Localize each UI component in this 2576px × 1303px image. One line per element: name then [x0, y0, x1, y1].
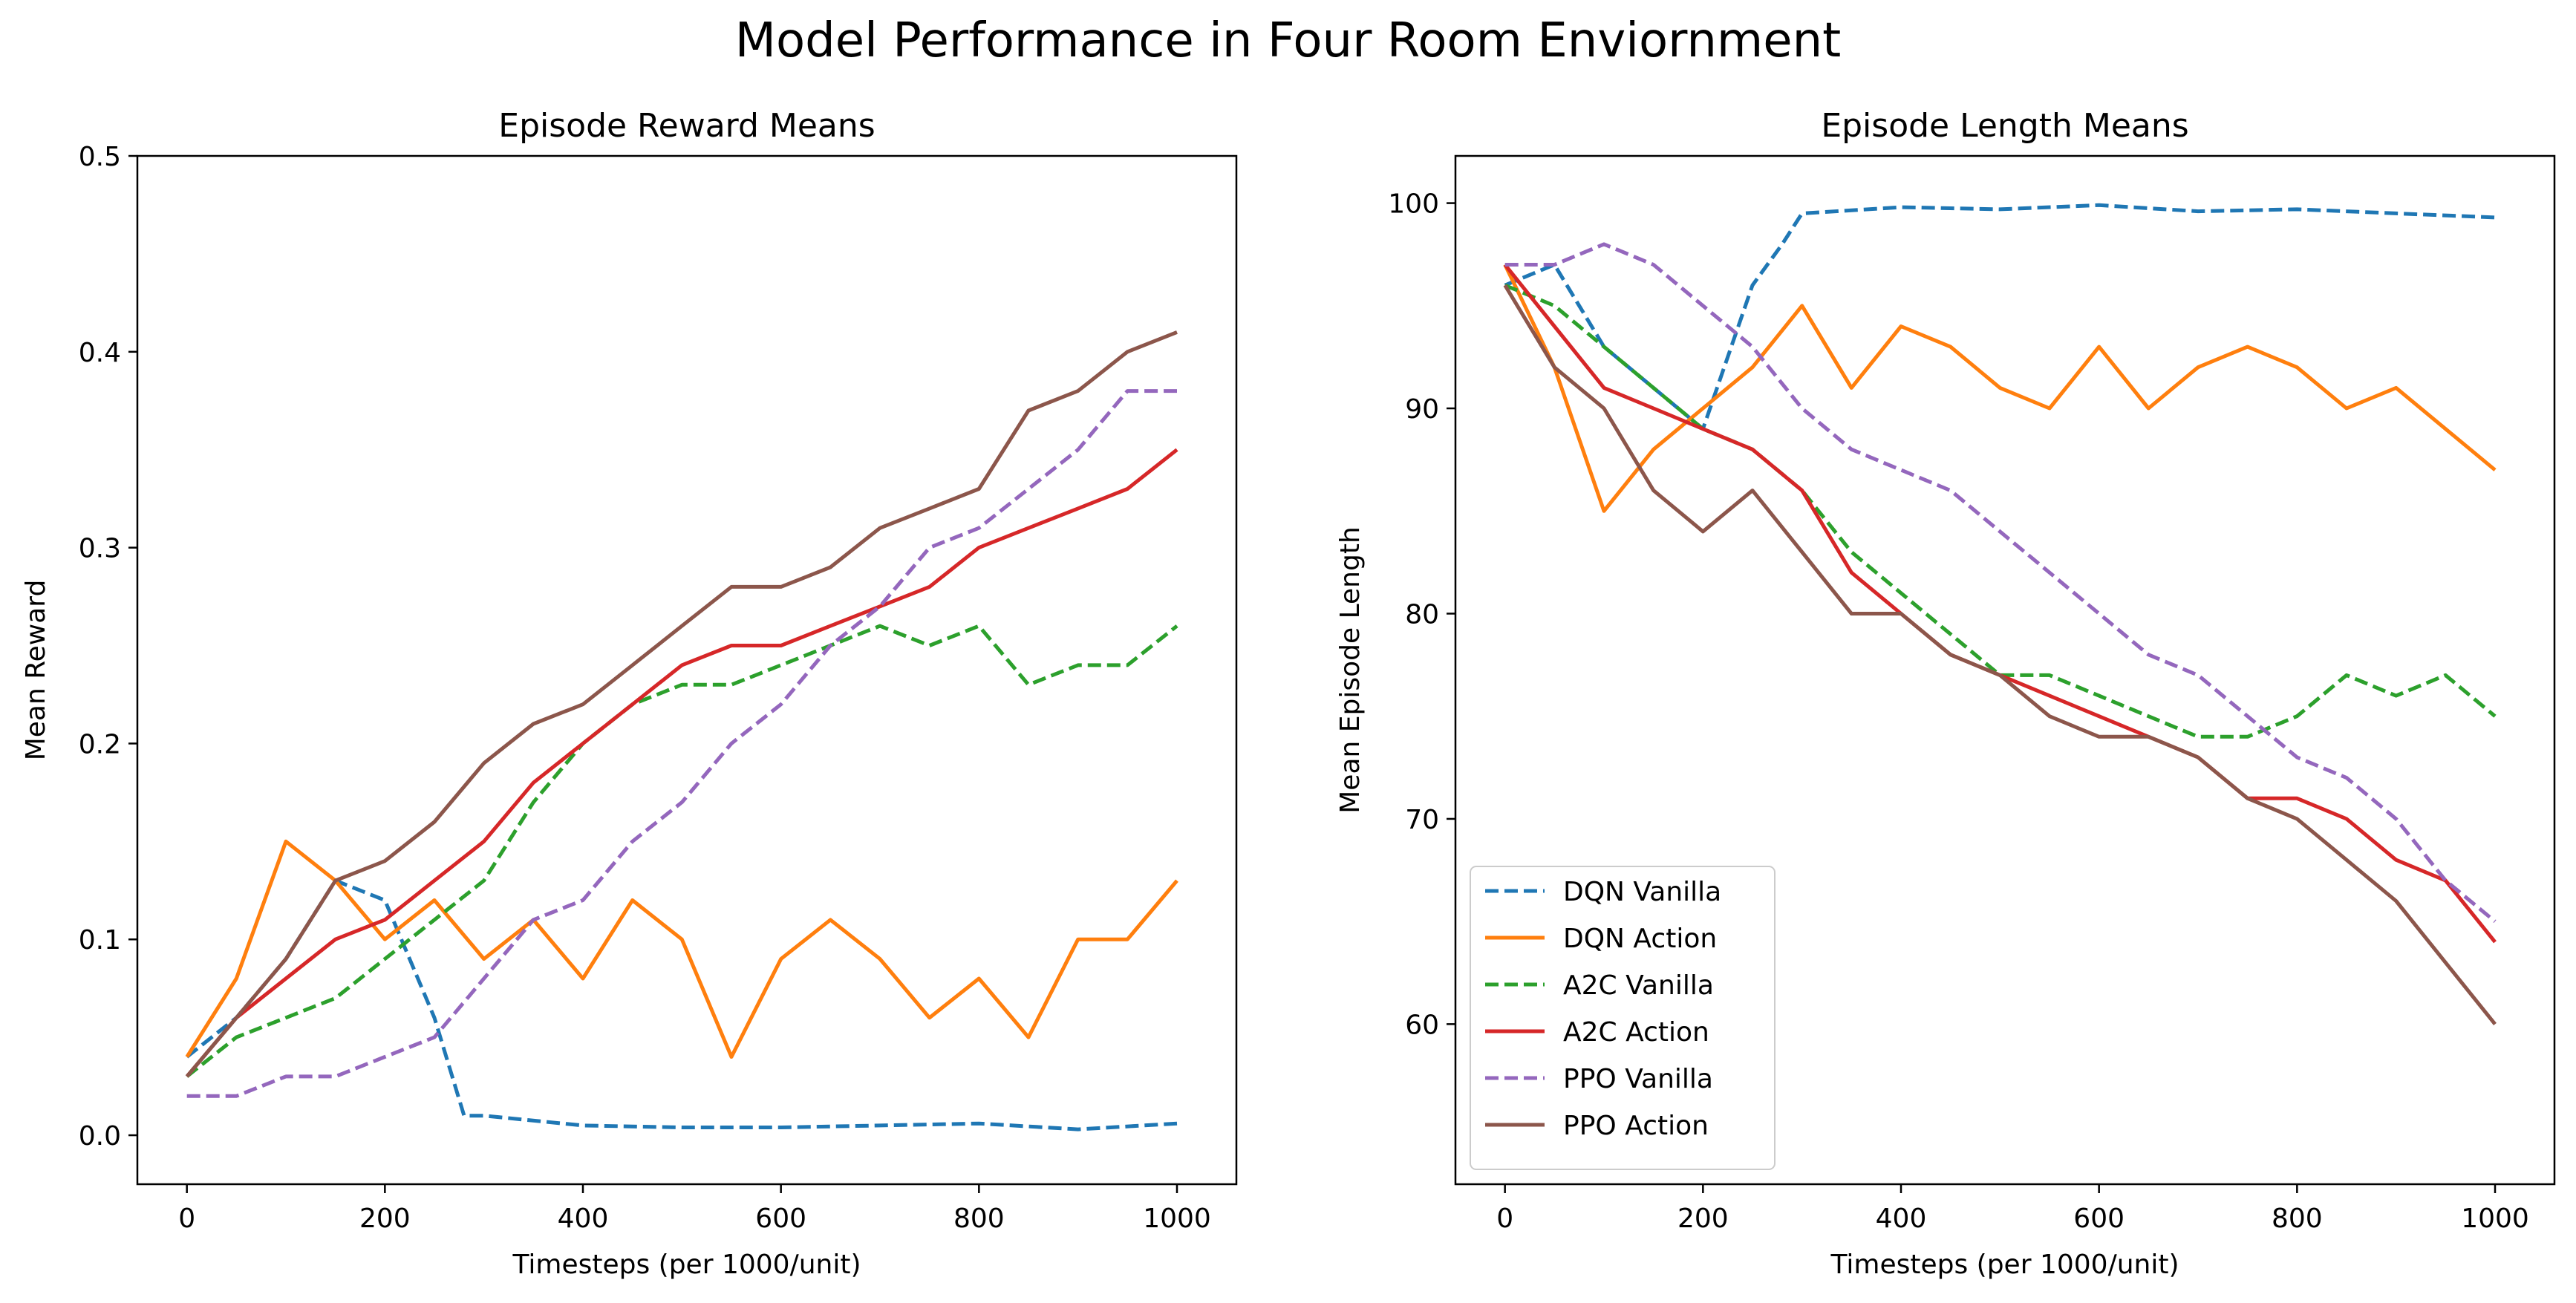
chart-2-legend-label-6: PPO Action — [1563, 1111, 1709, 1141]
chart-1-xtick-label: 600 — [755, 1204, 806, 1234]
chart-2-xtick-label: 0 — [1496, 1204, 1513, 1234]
chart-2-ytick-label: 90 — [1405, 394, 1439, 425]
chart-2-legend-label-3: A2C Vanilla — [1563, 970, 1714, 1001]
chart-2-axes-frame — [1454, 154, 2556, 1186]
chart-1-ytick-label: 0.4 — [79, 338, 121, 368]
chart-2-series-line-5 — [1504, 242, 2497, 924]
chart-2-legend-label-5: PPO Vanilla — [1563, 1064, 1713, 1094]
chart-1-series-line-1 — [186, 878, 1178, 1131]
chart-2-series-line-3 — [1504, 283, 2497, 739]
chart-1-axes-frame — [136, 154, 1238, 1186]
chart-2-ytick-label: 60 — [1405, 1010, 1439, 1040]
chart-1-title: Episode Reward Means — [498, 107, 875, 145]
chart-2-series-line-1 — [1504, 203, 2496, 431]
chart-1-series-line-4 — [185, 448, 1178, 1078]
chart-1-xlabel: Timesteps (per 1000/unit) — [512, 1250, 861, 1280]
chart-1-ytick-label: 0.5 — [79, 142, 121, 172]
chart-2-xtick-label: 800 — [2272, 1204, 2323, 1234]
chart-2-legend: DQN Vanilla DQN Action A2C Vanilla A2C Acti… — [1470, 866, 1776, 1170]
chart-2-xtick-label: 600 — [2073, 1204, 2125, 1234]
chart-2-series-group — [1503, 203, 2497, 1025]
chart-1-series-group — [185, 330, 1178, 1131]
chart-1-series-line-3 — [186, 624, 1178, 1078]
chart-1-series-line-6 — [185, 330, 1178, 1078]
chart-1: 0 200 400 600 800 1000 0.0 0.1 0.2 0.3 0.4 0.5 Episo… — [21, 107, 1238, 1280]
chart-2-ytick-label: 100 — [1388, 189, 1439, 220]
chart-2-ylabel: Mean Episode Length — [1335, 526, 1366, 814]
chart-2-xtick-label: 1000 — [2461, 1204, 2529, 1234]
chart-1-ytick-label: 0.0 — [79, 1121, 121, 1152]
figure-title: Model Performance in Four Room Enviornme… — [734, 13, 1842, 68]
chart-2-legend-label-2: DQN Action — [1563, 924, 1717, 954]
chart-2-legend-label-1: DQN Vanilla — [1563, 877, 1721, 907]
chart-2-title: Episode Length Means — [1821, 107, 2188, 145]
chart-1-ylabel: Mean Reward — [21, 580, 51, 761]
chart-1-ytick-label: 0.3 — [79, 534, 121, 564]
chart-1-ytick-label: 0.2 — [79, 729, 121, 760]
chart-2-legend-label-4: A2C Action — [1563, 1017, 1709, 1048]
chart-2-ytick-label: 70 — [1405, 805, 1439, 835]
chart-1-ytick-label: 0.1 — [79, 925, 121, 956]
chart-1-series-line-5 — [186, 389, 1177, 1098]
chart-2-series-line-6 — [1503, 284, 2497, 1025]
chart-1-series-line-2 — [185, 839, 1178, 1059]
chart-2-xtick-label: 200 — [1677, 1204, 1729, 1234]
chart-1-xtick-label: 200 — [359, 1204, 411, 1234]
chart-1-xtick-label: 400 — [558, 1204, 609, 1234]
chart-1-xtick-label: 1000 — [1143, 1204, 1211, 1234]
chart-1-xtick-label: 0 — [178, 1204, 195, 1234]
chart-2-series-line-2 — [1503, 264, 2497, 513]
chart-2-ytick-label: 80 — [1405, 599, 1439, 630]
chart-2-xlabel: Timesteps (per 1000/unit) — [1830, 1250, 2179, 1280]
chart-2-legend-box — [1470, 866, 1776, 1170]
chart-2-xtick-label: 400 — [1876, 1204, 1927, 1234]
chart-2-series-line-4 — [1503, 263, 2497, 944]
chart-2: 0 200 400 600 800 1000 60 70 80 90 100 Episode Leng… — [1335, 107, 2556, 1280]
chart-1-xtick-label: 800 — [953, 1204, 1005, 1234]
